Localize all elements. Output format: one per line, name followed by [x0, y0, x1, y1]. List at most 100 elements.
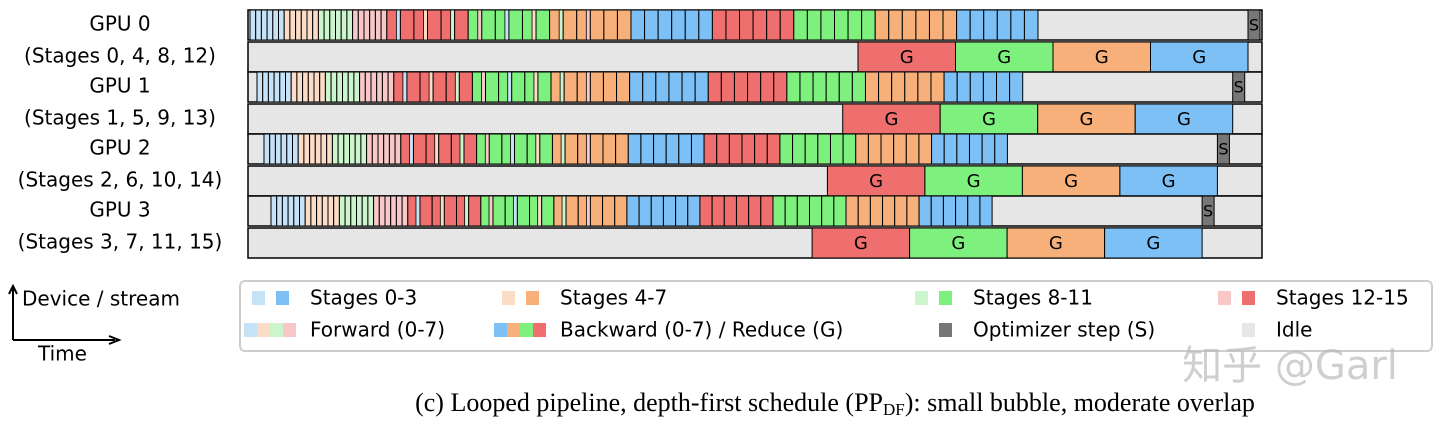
forward-block	[269, 133, 276, 165]
forward-block	[371, 133, 379, 165]
forward-block	[278, 9, 285, 41]
forward-block	[363, 9, 371, 41]
backward-block	[735, 195, 750, 227]
forward-block	[349, 133, 356, 165]
forward-block	[560, 133, 566, 165]
backward-block	[728, 133, 743, 165]
backward-block	[514, 133, 528, 165]
backward-block	[867, 133, 882, 165]
forward-block	[335, 9, 342, 41]
legend-swatch	[283, 323, 296, 337]
gpu-stages: (Stages 1, 5, 9, 13)	[24, 106, 216, 130]
backward-block	[779, 133, 794, 165]
caption-text: (c) Looped pipeline, depth-first schedul…	[415, 388, 883, 417]
backward-block	[563, 71, 578, 103]
backward-block	[630, 9, 646, 41]
backward-block	[821, 195, 835, 227]
backward-block	[1010, 9, 1025, 41]
forward-block	[297, 133, 305, 165]
forward-block	[323, 9, 331, 41]
backward-block	[766, 133, 781, 165]
gpu-name: GPU 1	[89, 74, 150, 98]
forward-block	[285, 71, 292, 103]
forward-block	[289, 9, 297, 41]
legend-label: Backward (0-7) / Reduce (G)	[560, 318, 843, 342]
backward-block	[655, 71, 670, 103]
optimizer-block	[1201, 195, 1215, 227]
backward-block	[644, 9, 659, 41]
reduce-block	[1134, 103, 1234, 135]
forward-block	[256, 71, 264, 103]
forward-block	[338, 195, 346, 227]
forward-block	[327, 195, 335, 227]
forward-block	[559, 71, 565, 103]
forward-block	[270, 195, 278, 227]
forward-block	[266, 9, 274, 41]
backward-block	[760, 195, 774, 227]
backward-block	[562, 9, 578, 41]
forward-block	[535, 133, 541, 165]
forward-block	[423, 9, 428, 41]
forward-block	[276, 195, 283, 227]
backward-block	[463, 133, 478, 165]
backward-block	[488, 133, 503, 165]
backward-block	[1023, 9, 1039, 41]
forward-block	[454, 71, 460, 103]
backward-block	[784, 195, 798, 227]
forward-block	[331, 133, 339, 165]
backward-block	[943, 133, 958, 165]
backward-block	[825, 71, 840, 103]
forward-block	[319, 71, 326, 103]
legend-swatch	[507, 323, 520, 337]
forward-block	[347, 71, 355, 103]
forward-block	[585, 71, 591, 103]
backward-block	[882, 195, 896, 227]
backward-block	[539, 133, 553, 165]
forward-block	[344, 195, 352, 227]
backward-block	[741, 133, 756, 165]
backward-block	[772, 195, 786, 227]
reduce-label: G	[982, 109, 996, 130]
backward-block	[589, 195, 604, 227]
backward-block	[773, 71, 788, 103]
forward-block	[381, 71, 389, 103]
backward-block	[996, 9, 1012, 41]
legend-swatch	[939, 291, 952, 305]
backward-block	[665, 133, 680, 165]
backward-block	[956, 71, 971, 103]
backward-block	[675, 195, 689, 227]
reduce-label: G	[884, 109, 898, 130]
legend-swatch	[270, 323, 283, 337]
backward-block	[829, 133, 844, 165]
forward-block	[350, 195, 357, 227]
forward-block	[585, 195, 591, 227]
forward-block	[366, 133, 373, 165]
backward-block	[820, 9, 836, 41]
backward-block	[678, 133, 692, 165]
reduce-block	[939, 103, 1039, 135]
backward-block	[894, 195, 908, 227]
backward-block	[752, 9, 768, 41]
backward-block	[535, 9, 551, 41]
gpu-stages: (Stages 2, 6, 10, 14)	[18, 168, 223, 192]
backward-block	[967, 195, 981, 227]
forward-block	[249, 9, 257, 41]
backward-block	[703, 133, 718, 165]
backward-block	[711, 9, 727, 41]
backward-block	[602, 71, 618, 103]
backward-block	[917, 71, 932, 103]
backward-block	[793, 9, 808, 41]
backward-block	[812, 71, 827, 103]
legend-label: Stages 12-15	[1276, 286, 1409, 310]
forward-block	[402, 71, 408, 103]
forward-block	[302, 71, 309, 103]
backward-block	[956, 9, 971, 41]
legend-label: Stages 4-7	[560, 286, 667, 310]
backward-block	[427, 9, 442, 41]
forward-block	[356, 195, 363, 227]
backward-block	[981, 133, 996, 165]
forward-block	[333, 195, 340, 227]
reduce-label: G	[1079, 109, 1093, 130]
caption-sub: DF	[883, 400, 905, 419]
forward-block	[504, 9, 510, 41]
